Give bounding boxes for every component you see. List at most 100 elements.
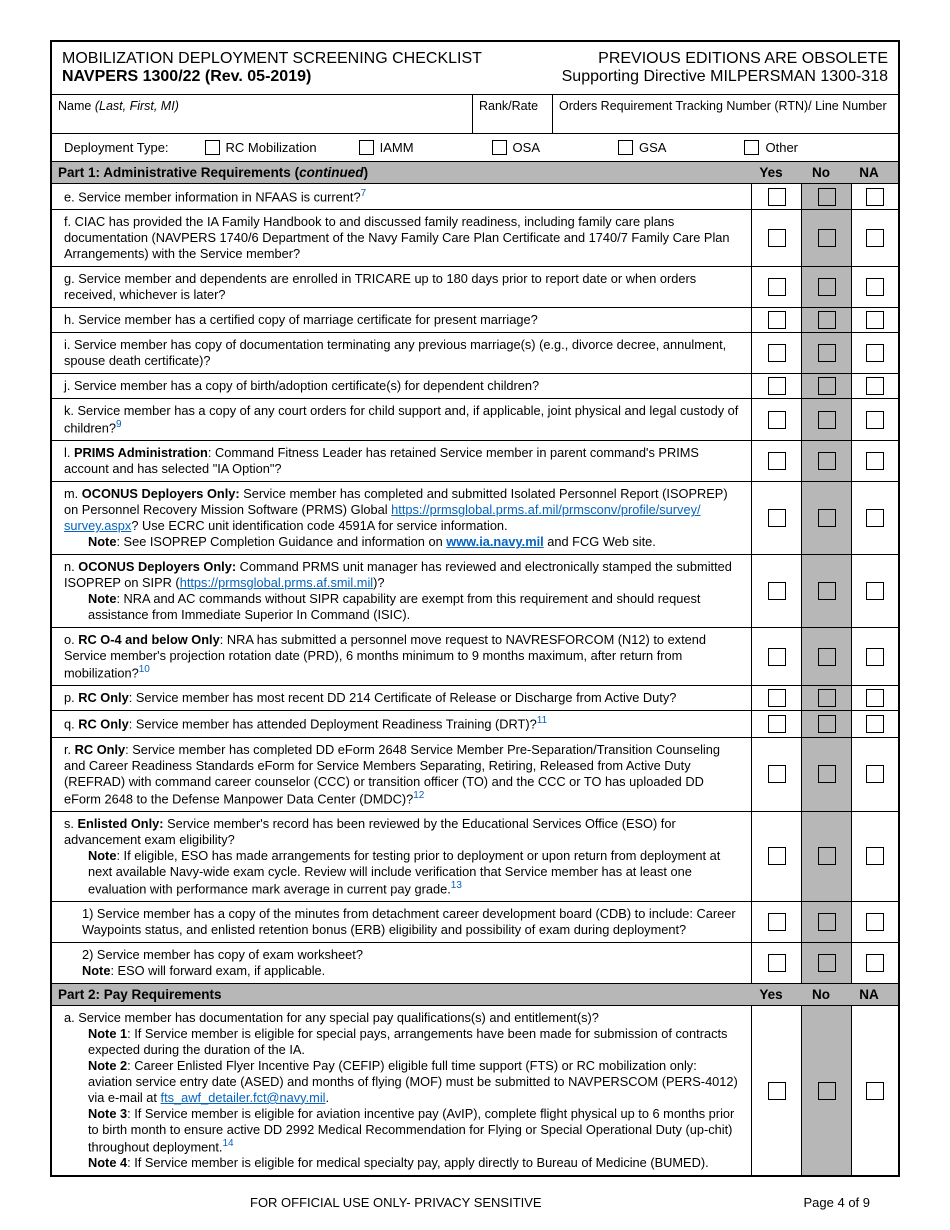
no-m[interactable] [802,482,852,554]
link-sipr[interactable]: https://prmsglobal.prms.af.smil.mil [180,575,373,590]
part1-header: Part 1: Administrative Requirements (con… [52,162,898,184]
yes-o[interactable] [752,628,802,685]
name-label: Name [58,99,95,113]
header-left: MOBILIZATION DEPLOYMENT SCREENING CHECKL… [62,50,482,86]
q-k: k. Service member has a copy of any cour… [52,399,752,440]
link-prms[interactable]: https://prmsglobal.prms.af.mil/prmsconv/… [391,502,700,517]
no-q[interactable] [802,711,852,736]
opt-osa: OSA [513,140,540,155]
na-g[interactable] [852,267,898,307]
yes-k[interactable] [752,399,802,440]
yes-p2a[interactable] [752,1006,802,1175]
no-s2[interactable] [802,943,852,983]
q-i: i. Service member has copy of documentat… [52,333,752,373]
no-e[interactable] [802,184,852,209]
yes-q[interactable] [752,711,802,736]
row-s2: 2) Service member has copy of exam works… [52,943,898,984]
yes-j[interactable] [752,374,802,398]
na-s[interactable] [852,812,898,901]
yes-h[interactable] [752,308,802,332]
name-hint: (Last, First, MI) [95,99,179,113]
checkbox-osa[interactable] [492,140,507,155]
na-j[interactable] [852,374,898,398]
row-j: j. Service member has a copy of birth/ad… [52,374,898,399]
no-h[interactable] [802,308,852,332]
no-l[interactable] [802,441,852,481]
q-e: e. Service member information in NFAAS i… [52,184,752,209]
checkbox-other[interactable] [744,140,759,155]
q-p: p. RC Only: Service member has most rece… [52,686,752,710]
name-field[interactable]: Name (Last, First, MI) [52,95,473,133]
na-f[interactable] [852,210,898,266]
checkbox-gsa[interactable] [618,140,633,155]
header-right: PREVIOUS EDITIONS ARE OBSOLETE Supportin… [562,50,888,86]
q-n: n. OCONUS Deployers Only: Command PRMS u… [52,555,752,627]
na-e[interactable] [852,184,898,209]
na-p2a[interactable] [852,1006,898,1175]
na-s2[interactable] [852,943,898,983]
q-s1: 1) Service member has a copy of the minu… [52,902,752,942]
no-p[interactable] [802,686,852,710]
yes-e[interactable] [752,184,802,209]
no-j[interactable] [802,374,852,398]
col-yes: Yes [746,165,796,180]
na-h[interactable] [852,308,898,332]
na-m[interactable] [852,482,898,554]
opt-rc: RC Mobilization [226,140,317,155]
no-r[interactable] [802,738,852,811]
q-j: j. Service member has a copy of birth/ad… [52,374,752,398]
form-header: MOBILIZATION DEPLOYMENT SCREENING CHECKL… [52,42,898,95]
link-prms2[interactable]: survey.aspx [64,518,131,533]
no-p2a[interactable] [802,1006,852,1175]
na-p[interactable] [852,686,898,710]
na-r[interactable] [852,738,898,811]
na-o[interactable] [852,628,898,685]
yes-s[interactable] [752,812,802,901]
na-l[interactable] [852,441,898,481]
yes-r[interactable] [752,738,802,811]
row-s: s. Enlisted Only: Service member's recor… [52,812,898,902]
row-q: q. RC Only: Service member has attended … [52,711,898,737]
row-k: k. Service member has a copy of any cour… [52,399,898,441]
no-s1[interactable] [802,902,852,942]
row-f: f. CIAC has provided the IA Family Handb… [52,210,898,267]
q-m: m. OCONUS Deployers Only: Service member… [52,482,752,554]
checkbox-rc[interactable] [205,140,220,155]
no-s[interactable] [802,812,852,901]
yes-s1[interactable] [752,902,802,942]
yes-g[interactable] [752,267,802,307]
na-k[interactable] [852,399,898,440]
no-g[interactable] [802,267,852,307]
row-s1: 1) Service member has a copy of the minu… [52,902,898,943]
yes-s2[interactable] [752,943,802,983]
row-e: e. Service member information in NFAAS i… [52,184,898,210]
rtn-field[interactable]: Orders Requirement Tracking Number (RTN)… [553,95,898,133]
rank-field[interactable]: Rank/Rate [473,95,553,133]
checkbox-iamm[interactable] [359,140,374,155]
no-k[interactable] [802,399,852,440]
na-s1[interactable] [852,902,898,942]
yes-i[interactable] [752,333,802,373]
yes-p[interactable] [752,686,802,710]
q-s: s. Enlisted Only: Service member's recor… [52,812,752,901]
q-o: o. RC O-4 and below Only: NRA has submit… [52,628,752,685]
na-n[interactable] [852,555,898,627]
part2-title: Part 2: Pay Requirements [58,987,746,1002]
na-i[interactable] [852,333,898,373]
na-q[interactable] [852,711,898,736]
no-f[interactable] [802,210,852,266]
link-detailer[interactable]: fts_awf_detailer.fct@navy.mil [161,1090,326,1105]
no-n[interactable] [802,555,852,627]
q-l: l. PRIMS Administration: Command Fitness… [52,441,752,481]
opt-other: Other [765,140,798,155]
form-container: MOBILIZATION DEPLOYMENT SCREENING CHECKL… [50,40,900,1177]
no-o[interactable] [802,628,852,685]
link-ianavy[interactable]: www.ia.navy.mil [446,534,543,549]
no-i[interactable] [802,333,852,373]
yes-f[interactable] [752,210,802,266]
col-no: No [796,165,846,180]
yes-n[interactable] [752,555,802,627]
yes-m[interactable] [752,482,802,554]
yes-l[interactable] [752,441,802,481]
col-na: NA [846,165,892,180]
